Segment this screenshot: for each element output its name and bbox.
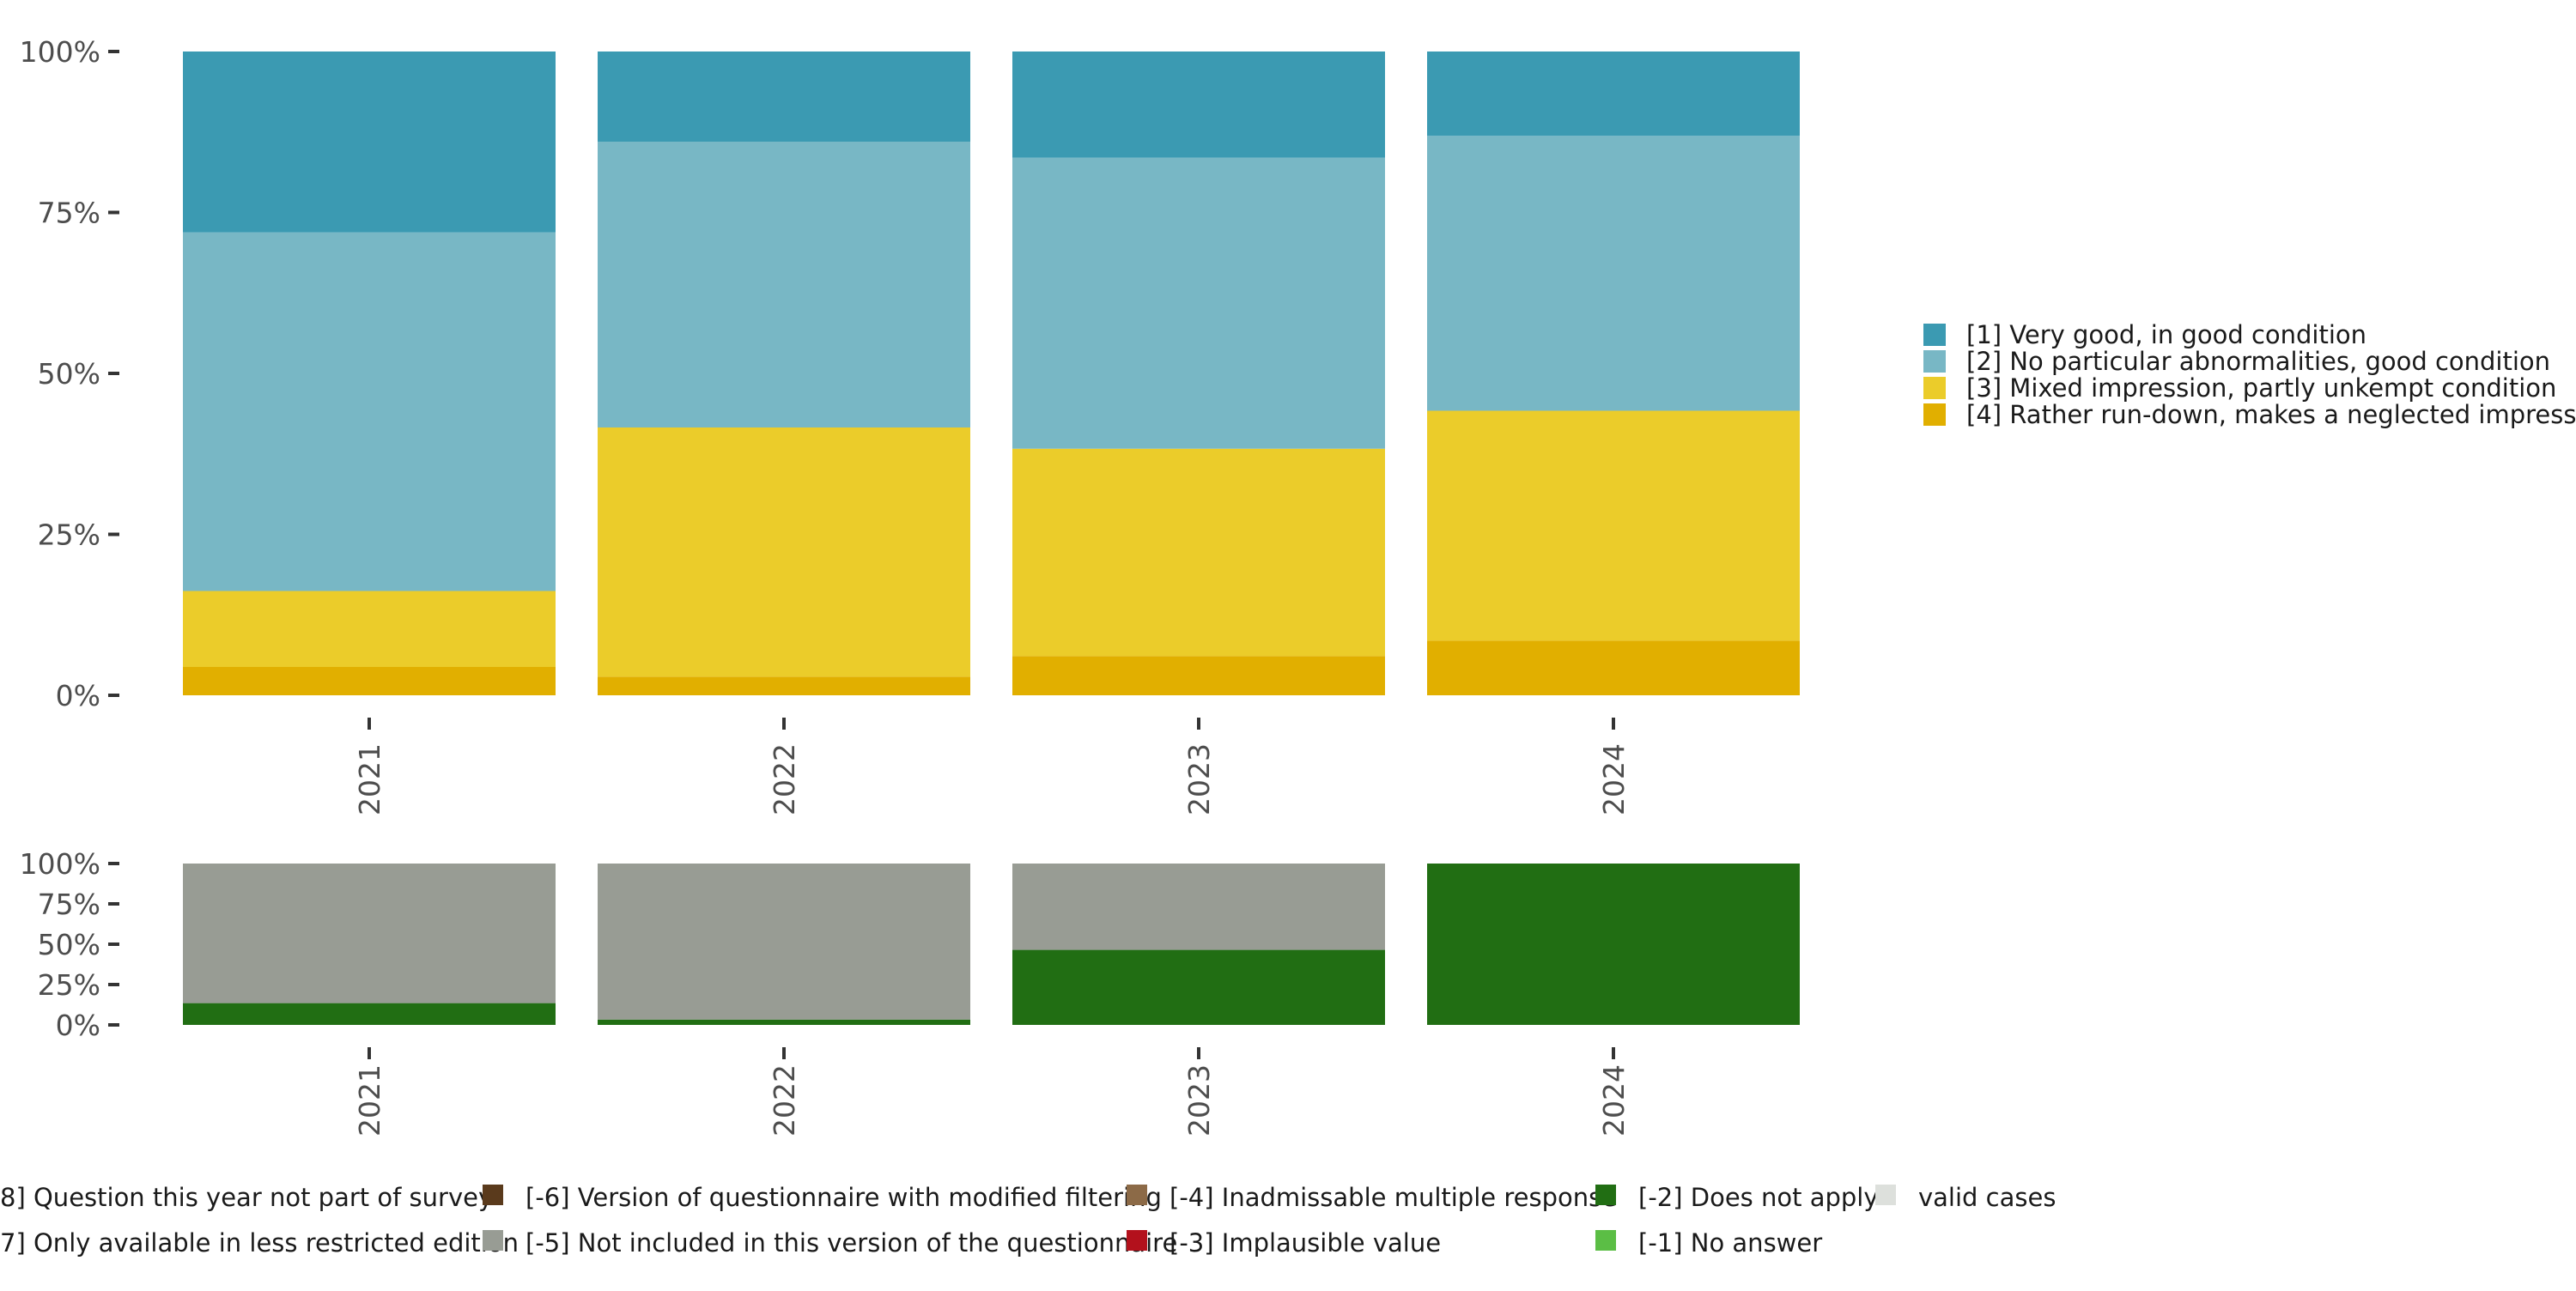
- y-tick-label: 100%: [20, 35, 100, 69]
- y-tick-label: 25%: [38, 518, 100, 552]
- x-tick-label: 2022: [768, 743, 801, 815]
- x-tick-label: 2021: [353, 1064, 386, 1136]
- bar-2024-series-0: [1427, 640, 1800, 695]
- missing-legend-swatch: [1875, 1185, 1896, 1205]
- y-tick-label: 75%: [38, 197, 100, 230]
- x-tick-label: 2024: [1597, 743, 1631, 815]
- bar-2024-series-2: [1427, 136, 1800, 411]
- missing-legend-swatch: [1127, 1185, 1147, 1205]
- bar-2023-series-0: [1012, 656, 1385, 695]
- bar-2024-series-3: [1427, 52, 1800, 136]
- x-tick-label: 2021: [353, 743, 386, 815]
- missing-legend-label: [-6] Version of questionnaire with modif…: [526, 1183, 1162, 1212]
- bar-2024-series-1: [1427, 410, 1800, 641]
- bar-2021-series-2: [183, 864, 556, 1003]
- x-tick-label: 2023: [1182, 743, 1216, 815]
- bar-2021-series-0: [183, 667, 556, 695]
- bar-2023-series-1: [1012, 949, 1385, 1025]
- legend-swatch: [1923, 350, 1946, 373]
- bar-2021-series-3: [183, 52, 556, 233]
- missing-legend-label: [-3] Implausible value: [1170, 1228, 1441, 1258]
- missing-legend-swatch: [1595, 1185, 1616, 1205]
- missing-legend-label: [-1] No answer: [1638, 1228, 1822, 1258]
- bar-2022-series-2: [598, 864, 970, 1020]
- legend-swatch: [1923, 324, 1946, 346]
- bar-2023-series-2: [1012, 157, 1385, 449]
- bar-2021-series-2: [183, 232, 556, 591]
- y-tick-label: 50%: [38, 928, 100, 961]
- y-tick-label: 50%: [38, 357, 100, 391]
- bar-2023-series-1: [1012, 448, 1385, 657]
- missing-legend-label: [-2] Does not apply: [1638, 1183, 1879, 1212]
- legend-swatch: [1923, 403, 1946, 426]
- legend-swatch: [1923, 377, 1946, 399]
- missing-legend-label: [-5] Not included in this version of the…: [526, 1228, 1177, 1258]
- bar-2022-series-2: [598, 142, 970, 427]
- missing-legend-label: 7] Only available in less restricted edi…: [0, 1228, 519, 1258]
- legend-label: [1] Very good, in good condition: [1966, 320, 2366, 349]
- missing-legend-swatch: [1127, 1230, 1147, 1251]
- y-tick-label: 0%: [56, 679, 100, 712]
- bar-2024-series-1: [1427, 864, 1800, 1025]
- y-tick-label: 75%: [38, 888, 100, 921]
- bar-2021-series-1: [183, 591, 556, 667]
- y-tick-label: 0%: [56, 1009, 100, 1042]
- legend-label: [4] Rather run-down, makes a neglected i…: [1966, 400, 2576, 429]
- missing-legend-swatch: [483, 1185, 503, 1205]
- y-tick-label: 100%: [20, 847, 100, 881]
- missing-legend-label: 8] Question this year not part of survey: [0, 1183, 493, 1212]
- legend-label: [3] Mixed impression, partly unkempt con…: [1966, 373, 2556, 403]
- bar-2023-series-3: [1012, 52, 1385, 158]
- x-tick-label: 2023: [1182, 1064, 1216, 1136]
- legend-label: [2] No particular abnormalities, good co…: [1966, 347, 2550, 376]
- missing-legend-swatch: [1595, 1230, 1616, 1251]
- y-tick-label: 25%: [38, 968, 100, 1002]
- x-tick-label: 2022: [768, 1064, 801, 1136]
- missing-legend-label: valid cases: [1918, 1183, 2056, 1212]
- bar-2022-series-1: [598, 1019, 970, 1025]
- missing-legend-label: [-4] Inadmissable multiple response: [1170, 1183, 1617, 1212]
- bar-2022-series-0: [598, 676, 970, 695]
- x-tick-label: 2024: [1597, 1064, 1631, 1136]
- bar-2022-series-3: [598, 52, 970, 142]
- bar-2023-series-2: [1012, 864, 1385, 950]
- missing-legend-swatch: [483, 1230, 503, 1251]
- bar-2021-series-1: [183, 1003, 556, 1025]
- bar-2022-series-1: [598, 427, 970, 677]
